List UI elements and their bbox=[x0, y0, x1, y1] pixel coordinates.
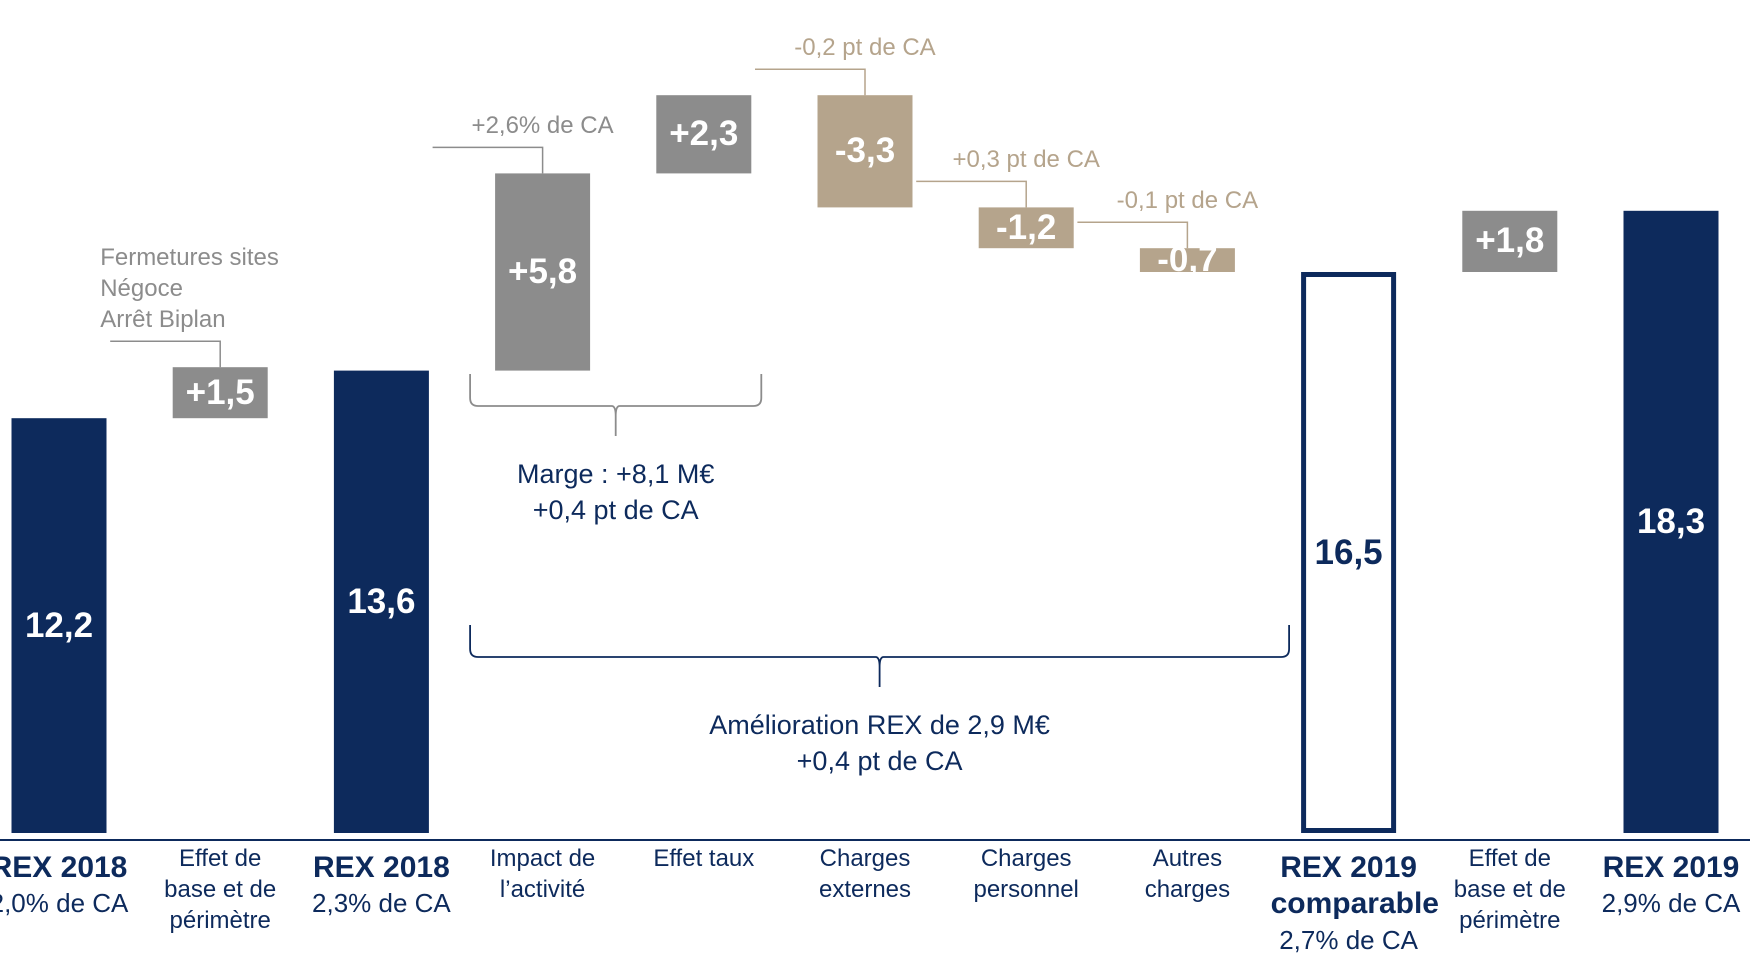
value-label: -0,7 bbox=[1157, 240, 1218, 280]
bar bbox=[11, 418, 107, 833]
value-label: 18,3 bbox=[1636, 501, 1706, 541]
annotation: -0,2 pt de CA bbox=[794, 34, 936, 62]
bar bbox=[1462, 210, 1558, 272]
bracket-label: Amélioration REX de 2,9 M€ bbox=[709, 710, 1050, 740]
bar bbox=[172, 367, 268, 419]
value-label: 13,6 bbox=[347, 581, 416, 621]
bar bbox=[495, 173, 591, 371]
value-label: -3,3 bbox=[834, 131, 896, 171]
bracket bbox=[469, 625, 1290, 687]
bar bbox=[978, 207, 1074, 249]
x-tick-label: Impact de l’activité bbox=[489, 845, 596, 904]
x-tick-label: Charges externes bbox=[818, 845, 912, 904]
x-tick-sublabel: 2,3% de CA bbox=[312, 888, 451, 918]
leader-line bbox=[755, 68, 866, 96]
value-label: 16,5 bbox=[1314, 532, 1383, 572]
x-tick-label: Autres charges bbox=[1144, 845, 1231, 904]
bar bbox=[656, 95, 752, 174]
value-label: +1,5 bbox=[185, 372, 255, 412]
x-tick-label: REX 2018 bbox=[0, 851, 128, 884]
bracket-label: +0,4 pt de CA bbox=[532, 495, 699, 525]
bar bbox=[1623, 210, 1719, 834]
annotation: -0,1 pt de CA bbox=[1116, 187, 1259, 215]
bar bbox=[333, 370, 429, 833]
leader-line bbox=[110, 340, 221, 368]
leader-line bbox=[916, 180, 1027, 208]
bracket-label: Marge : +8,1 M€ bbox=[517, 459, 715, 489]
bar bbox=[817, 95, 913, 208]
leader-line bbox=[1077, 221, 1189, 249]
x-tick-sublabel: 2,7% de CA bbox=[1279, 925, 1418, 955]
annotation: +0,3 pt de CA bbox=[952, 146, 1100, 174]
value-label: +5,8 bbox=[508, 252, 578, 291]
bar bbox=[1301, 272, 1397, 833]
x-tick-label: Charges personnel bbox=[973, 845, 1079, 904]
bracket bbox=[469, 374, 763, 436]
x-tick-label: REX 2019 bbox=[1602, 851, 1740, 884]
x-tick-label: REX 2018 bbox=[313, 851, 450, 884]
x-tick-label: Effet de base et de périmètre bbox=[1453, 845, 1566, 935]
bar bbox=[1139, 248, 1235, 272]
value-label: +1,8 bbox=[1475, 221, 1545, 261]
value-label: -1,2 bbox=[996, 207, 1057, 247]
x-tick-label: Effet taux bbox=[653, 845, 755, 872]
annotation: Fermetures sites Négoce Arrêt Biplan bbox=[100, 244, 279, 334]
x-tick-sublabel: 2,9% de CA bbox=[1601, 888, 1741, 918]
leader-line bbox=[432, 146, 544, 174]
x-tick-label: Effet de base et de périmètre bbox=[164, 845, 277, 935]
bracket-label: +0,4 pt de CA bbox=[796, 746, 963, 776]
x-tick-sublabel: 2,0% de CA bbox=[0, 888, 129, 918]
value-label: +2,3 bbox=[669, 114, 739, 154]
annotation: +2,6% de CA bbox=[471, 112, 614, 140]
x-tick-label: REX 2019 comparable bbox=[1270, 851, 1439, 920]
value-label: 12,2 bbox=[24, 605, 94, 645]
